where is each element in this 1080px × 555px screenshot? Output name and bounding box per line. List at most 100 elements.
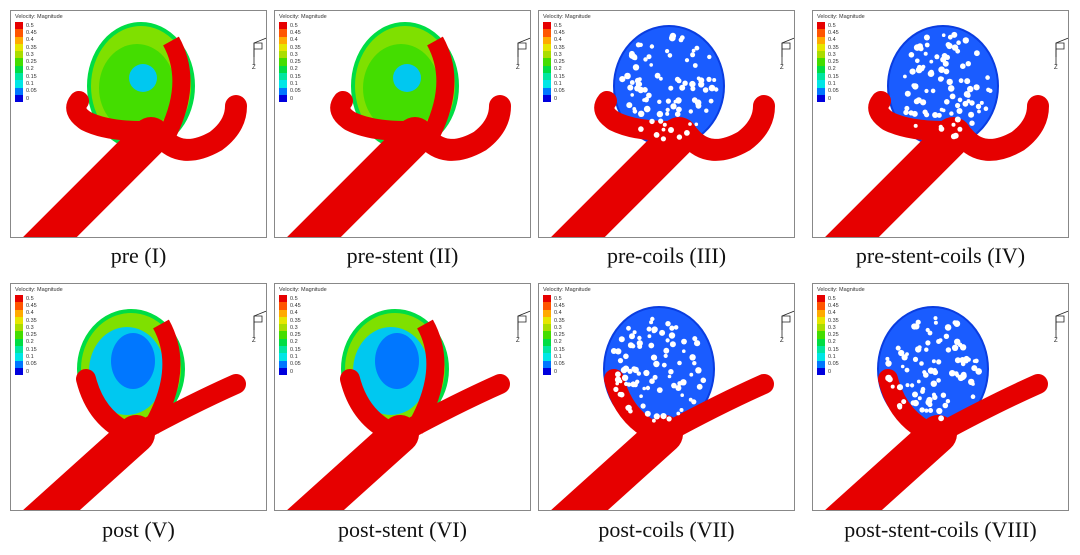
legend-value: 0.45 bbox=[554, 302, 565, 309]
legend-level: 0.15 bbox=[15, 73, 63, 81]
legend-swatch bbox=[543, 36, 551, 44]
legend-level: 0 bbox=[817, 367, 865, 376]
contour-panel: Velocity: Magnitude 0.5 0.45 0.4 0.35 0.3 0.25… bbox=[812, 283, 1069, 511]
coil-mark bbox=[957, 126, 963, 132]
coil-mark bbox=[643, 97, 649, 103]
coil-mark bbox=[955, 102, 961, 109]
legend-value: 0.2 bbox=[828, 66, 836, 73]
legend-value: 0.4 bbox=[828, 37, 836, 44]
coil-mark bbox=[694, 122, 699, 127]
coil-mark bbox=[653, 413, 660, 420]
legend-swatch bbox=[543, 353, 551, 361]
coil-mark bbox=[643, 57, 648, 62]
coil-mark bbox=[947, 85, 955, 92]
legend-level: 0.1 bbox=[15, 80, 63, 88]
legend-swatch bbox=[15, 316, 23, 325]
legend-swatch bbox=[15, 360, 23, 368]
parent-artery bbox=[23, 117, 170, 237]
legend-value: 0.5 bbox=[828, 295, 836, 302]
coil-mark bbox=[979, 100, 984, 105]
legend-swatch bbox=[543, 87, 551, 95]
coil-mark bbox=[652, 374, 658, 380]
legend-level: 0.05 bbox=[279, 360, 327, 368]
legend-level: 0.25 bbox=[543, 331, 591, 339]
coil-mark bbox=[659, 329, 666, 336]
dome-core-flow bbox=[111, 333, 155, 389]
legend-swatch bbox=[15, 309, 23, 317]
legend-level: 0.15 bbox=[543, 346, 591, 354]
coil-mark bbox=[644, 410, 651, 417]
coil-mark bbox=[954, 116, 961, 123]
coil-mark bbox=[936, 407, 943, 415]
coil-mark bbox=[944, 99, 950, 105]
legend-value: 0.5 bbox=[26, 22, 34, 29]
legend-level: 0.3 bbox=[817, 324, 865, 332]
coil-mark bbox=[952, 320, 958, 325]
legend-level: 0.35 bbox=[15, 316, 63, 325]
legend-swatch bbox=[543, 316, 551, 325]
coil-mark bbox=[619, 76, 626, 83]
coil-mark bbox=[698, 81, 705, 88]
legend-value: 0.15 bbox=[554, 346, 565, 353]
velocity-contour-plot bbox=[287, 309, 510, 510]
coil-mark bbox=[692, 63, 698, 68]
legend-swatch bbox=[15, 87, 23, 95]
legend-swatch bbox=[817, 73, 825, 81]
coil-mark bbox=[629, 50, 635, 57]
legend-value: 0.3 bbox=[554, 51, 562, 58]
color-legend: Velocity: Magnitude 0.5 0.45 0.4 0.35 0.3 0.25… bbox=[543, 14, 591, 103]
coil-mark bbox=[956, 40, 961, 45]
coil-mark bbox=[626, 382, 632, 387]
coil-mark bbox=[974, 50, 980, 57]
coil-mark bbox=[638, 110, 645, 118]
legend-swatch bbox=[543, 324, 551, 332]
coil-mark bbox=[962, 100, 969, 107]
legend-swatch bbox=[279, 51, 287, 59]
parent-artery bbox=[551, 117, 698, 237]
coil-mark bbox=[945, 42, 951, 48]
legend-value: 0.35 bbox=[26, 317, 37, 324]
legend-value: 0.4 bbox=[290, 310, 298, 317]
axis-label-z: Z bbox=[780, 338, 784, 344]
right-branch bbox=[126, 374, 246, 444]
coil-mark bbox=[688, 109, 693, 114]
legend-value: 0.45 bbox=[290, 302, 301, 309]
coil-mark bbox=[682, 80, 688, 86]
legend-swatch bbox=[543, 295, 551, 303]
legend-level: 0.2 bbox=[15, 65, 63, 74]
legend-title: Velocity: Magnitude bbox=[543, 14, 591, 20]
legend-level: 0.05 bbox=[15, 87, 63, 95]
legend-value: 0.05 bbox=[554, 88, 565, 95]
legend-swatch bbox=[817, 94, 825, 103]
coil-mark bbox=[951, 31, 958, 38]
color-legend: Velocity: Magnitude 0.5 0.45 0.4 0.35 0.3 0.25… bbox=[15, 287, 63, 376]
coil-mark bbox=[714, 87, 719, 92]
legend-swatch bbox=[279, 29, 287, 37]
coil-mark bbox=[656, 110, 664, 118]
coil-mark bbox=[924, 88, 929, 94]
legend-value: 0.5 bbox=[554, 22, 562, 29]
legend-level: 0.45 bbox=[15, 29, 63, 37]
legend-value: 0.3 bbox=[26, 51, 34, 58]
legend-level: 0.45 bbox=[279, 302, 327, 310]
legend-level: 0.2 bbox=[543, 338, 591, 347]
coil-mark bbox=[924, 347, 929, 352]
coil-mark bbox=[932, 112, 939, 118]
legend-value: 0.05 bbox=[290, 88, 301, 95]
coil-mark bbox=[936, 378, 941, 383]
coil-mark bbox=[928, 408, 934, 413]
coil-mark bbox=[647, 334, 652, 339]
coil-mark bbox=[651, 328, 657, 334]
coil-mark bbox=[896, 384, 904, 391]
legend-level: 0.05 bbox=[279, 87, 327, 95]
coil-mark bbox=[917, 64, 922, 70]
coil-mark bbox=[681, 338, 687, 345]
legend-value: 0 bbox=[828, 368, 832, 375]
legend-swatch bbox=[817, 346, 825, 354]
axis-triad-icon bbox=[253, 37, 266, 65]
legend-value: 0.05 bbox=[290, 361, 301, 368]
legend-level: 0.3 bbox=[15, 324, 63, 332]
legend-swatch bbox=[279, 331, 287, 339]
legend-level: 0.25 bbox=[279, 331, 327, 339]
coil-mark bbox=[918, 46, 924, 52]
